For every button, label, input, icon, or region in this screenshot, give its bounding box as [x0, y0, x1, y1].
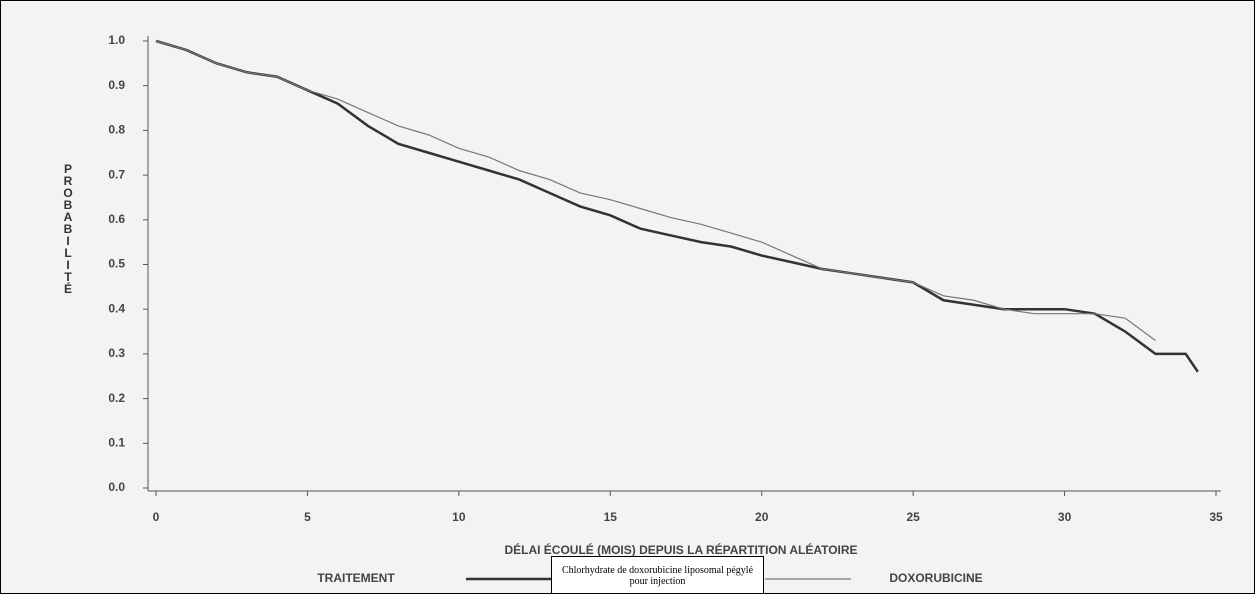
- legend-label: DOXORUBICINE: [889, 571, 982, 585]
- y-axis-title: PROBABILITÉ: [63, 162, 73, 296]
- series-line: [155, 39, 1199, 373]
- x-tick-label: 30: [1058, 510, 1072, 524]
- y-tick-label: 0.9: [108, 78, 125, 92]
- x-tick-label: 15: [604, 510, 618, 524]
- y-tick-label: 0.2: [108, 391, 125, 405]
- x-tick-label: 20: [755, 510, 769, 524]
- series-line: [155, 40, 1156, 341]
- x-tick-label: 25: [906, 510, 920, 524]
- x-tick-label: 0: [153, 510, 160, 524]
- x-tick-label: 10: [452, 510, 466, 524]
- legend-title: TRAITEMENT: [317, 571, 395, 585]
- y-tick-label: 0.7: [108, 167, 125, 181]
- x-tick-label: 35: [1209, 510, 1223, 524]
- y-tick-label: 1.0: [108, 33, 125, 47]
- y-tick-label: 0.1: [108, 435, 125, 449]
- y-tick-label: 0.5: [108, 257, 125, 271]
- y-tick-label: 0.0: [108, 480, 125, 494]
- y-tick-label: 0.4: [108, 301, 125, 315]
- x-axis-title: DÉLAI ÉCOULÉ (MOIS) DEPUIS LA RÉPARTITIO…: [504, 542, 857, 557]
- y-tick-label: 0.3: [108, 346, 125, 360]
- legend-label: Chlorhydrate de doxorubicine liposomal p…: [551, 556, 764, 593]
- y-tick-label: 0.6: [108, 212, 125, 226]
- x-tick-label: 5: [304, 510, 311, 524]
- y-tick-label: 0.8: [108, 123, 125, 137]
